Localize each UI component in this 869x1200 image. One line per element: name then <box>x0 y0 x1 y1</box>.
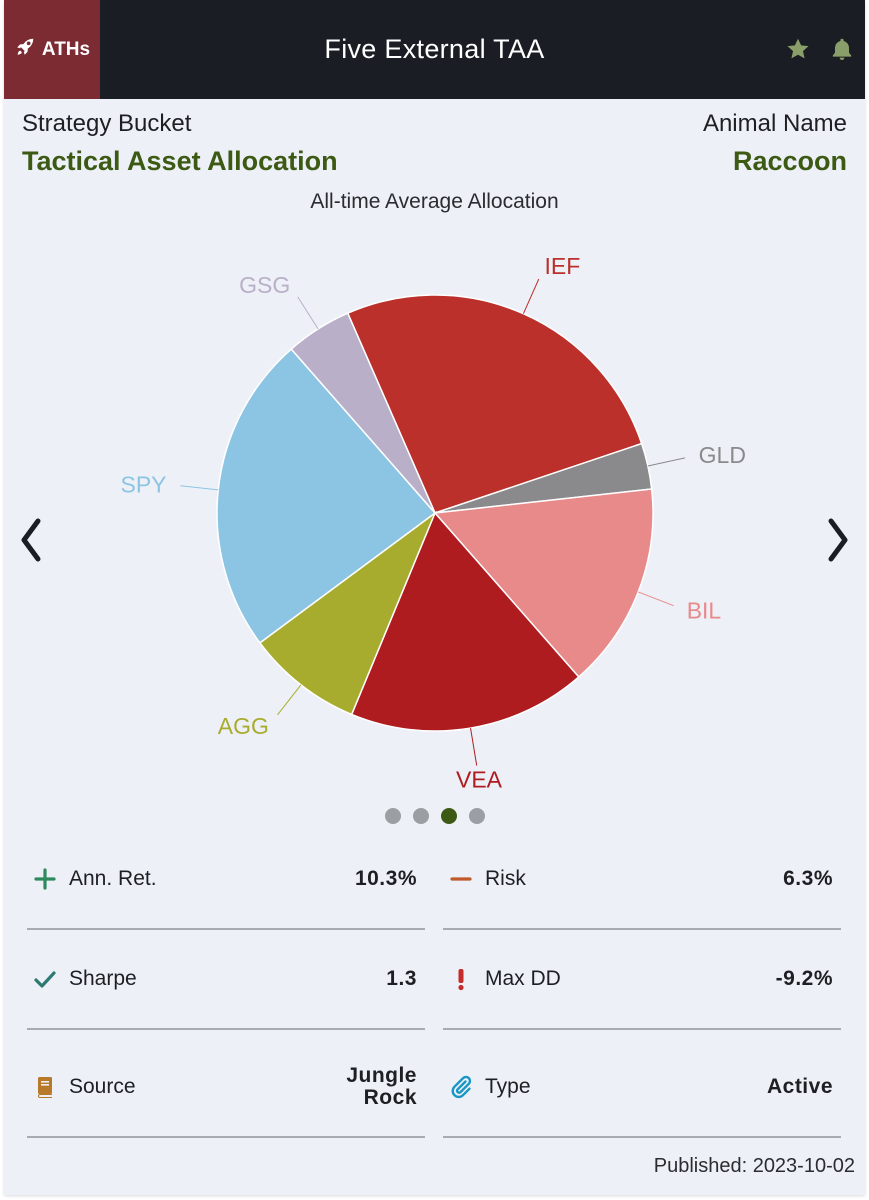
app-header: ATHs Five External TAA <box>4 0 865 99</box>
chevron-left-icon <box>21 518 41 562</box>
leader-line-ief <box>522 278 540 314</box>
leader-line-agg <box>277 684 302 716</box>
stat-value: 6.3% <box>783 867 833 890</box>
allocation-pie-chart: IEF GLD BIL VEA AGG SPY GSG <box>120 253 746 792</box>
stat-value: Jungle Rock <box>346 1064 417 1109</box>
stat-label: Source <box>69 1075 136 1098</box>
stat-value: Active <box>766 1075 833 1098</box>
pie-label-agg: AGG <box>218 713 269 739</box>
pie-slice-spy[interactable] <box>216 348 437 644</box>
pie-slice-bil[interactable] <box>433 488 654 678</box>
pie-label-ief: IEF <box>544 253 580 279</box>
pie-label-gsg: GSG <box>239 272 290 298</box>
pie-label-gld: GLD <box>699 442 746 468</box>
exclamation-icon <box>449 967 473 991</box>
stat-value: 1.3 <box>386 967 417 990</box>
plus-icon <box>33 867 57 891</box>
leader-line-bil <box>638 591 674 607</box>
stat-label: Risk <box>485 867 526 890</box>
carousel-dot-2[interactable] <box>412 808 429 824</box>
animal-name-label: Animal Name <box>702 110 847 137</box>
pie-label-spy: SPY <box>120 471 166 497</box>
bell-icon[interactable] <box>829 36 855 67</box>
chevron-right-icon <box>828 518 848 562</box>
minus-icon <box>449 867 473 891</box>
stat-label: Type <box>485 1075 531 1098</box>
stat-label: Max DD <box>485 967 561 990</box>
stat-label: Sharpe <box>69 967 137 990</box>
strategy-card: ATHs Five External TAA Strategy Bucket A… <box>4 0 865 1195</box>
stat-max-drawdown: Max DD -9.2% <box>443 930 841 1030</box>
carousel-dot-4[interactable] <box>468 808 485 824</box>
brand-button[interactable]: ATHs <box>4 0 100 99</box>
stat-sharpe: Sharpe 1.3 <box>27 930 425 1030</box>
strategy-bucket-label: Strategy Bucket <box>22 110 192 137</box>
stat-value: -9.2% <box>775 967 833 990</box>
brand-label: ATHs <box>41 38 91 60</box>
stat-label: Ann. Ret. <box>69 867 157 890</box>
leader-line-gld <box>647 457 686 467</box>
carousel-dot-1[interactable] <box>384 808 401 824</box>
stat-type: Type Active <box>443 1038 841 1138</box>
strategy-bucket-value: Tactical Asset Allocation <box>22 146 338 176</box>
book-icon <box>33 1075 57 1099</box>
pie-label-vea: VEA <box>456 766 503 792</box>
check-icon <box>33 967 57 991</box>
chart-title: All-time Average Allocation <box>310 190 559 213</box>
pie-slice-gsg[interactable] <box>290 312 436 514</box>
pie-label-bil: BIL <box>687 598 722 624</box>
rocket-icon <box>14 36 36 64</box>
stat-source: Source Jungle Rock <box>27 1038 425 1138</box>
page-title: Five External TAA <box>324 34 545 64</box>
next-arrow[interactable] <box>823 515 853 565</box>
star-icon[interactable] <box>785 36 811 67</box>
stat-annual-return: Ann. Ret. 10.3% <box>27 830 425 930</box>
stat-value: 10.3% <box>354 867 417 890</box>
carousel-dot-3[interactable] <box>440 808 457 824</box>
leader-line-vea <box>470 728 478 766</box>
leader-line-gsg <box>297 296 319 330</box>
stat-risk: Risk 6.3% <box>443 830 841 930</box>
published-date: Published: 2023-10-02 <box>653 1155 855 1177</box>
leader-line-spy <box>180 485 219 491</box>
previous-arrow[interactable] <box>16 515 46 565</box>
carousel-dots <box>4 808 865 824</box>
animal-name-value: Raccoon <box>732 146 847 176</box>
paperclip-icon <box>449 1075 473 1099</box>
